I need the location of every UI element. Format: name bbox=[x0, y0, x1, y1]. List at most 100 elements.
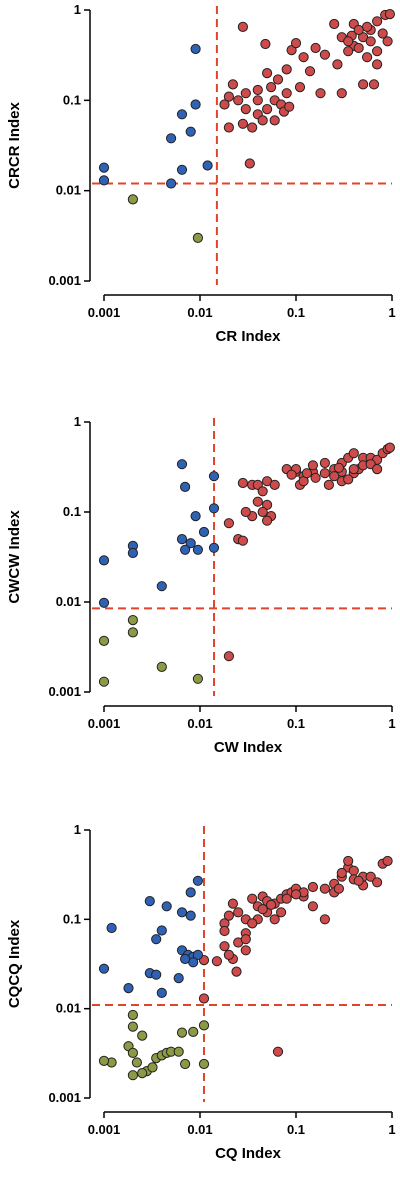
data-point bbox=[262, 515, 273, 526]
data-point bbox=[298, 52, 309, 63]
data-point bbox=[372, 877, 383, 888]
data-point bbox=[286, 469, 297, 480]
data-point bbox=[365, 36, 376, 47]
data-point bbox=[343, 46, 354, 57]
data-point bbox=[365, 871, 376, 882]
data-point bbox=[180, 544, 191, 555]
data-point bbox=[176, 907, 188, 918]
data-point bbox=[223, 651, 234, 662]
data-point bbox=[266, 82, 277, 93]
series-1 bbox=[223, 442, 395, 662]
data-point bbox=[343, 36, 354, 47]
data-point bbox=[329, 471, 340, 482]
data-point bbox=[237, 535, 248, 546]
data-point bbox=[127, 1047, 138, 1059]
data-point bbox=[208, 471, 220, 482]
data-point bbox=[372, 16, 383, 27]
data-point bbox=[156, 987, 167, 999]
data-point bbox=[240, 934, 251, 945]
series-3 bbox=[98, 615, 203, 687]
data-point bbox=[202, 160, 213, 171]
data-point bbox=[240, 506, 251, 518]
x-tick-label: 0.1 bbox=[287, 305, 305, 320]
data-point bbox=[266, 899, 277, 911]
data-point bbox=[237, 118, 248, 129]
data-point bbox=[257, 904, 268, 915]
data-point bbox=[180, 953, 191, 965]
data-point bbox=[208, 503, 220, 514]
data-point bbox=[269, 115, 280, 126]
data-point bbox=[244, 158, 255, 169]
x-tick-label: 0.001 bbox=[88, 305, 121, 320]
data-point bbox=[372, 46, 383, 57]
data-point bbox=[98, 635, 110, 647]
data-point bbox=[382, 855, 393, 867]
x-tick-label: 0.001 bbox=[88, 716, 121, 731]
x-tick-label: 0.01 bbox=[187, 1122, 212, 1137]
data-point bbox=[223, 518, 234, 529]
data-point bbox=[372, 464, 383, 475]
data-point bbox=[262, 104, 273, 115]
data-point bbox=[166, 178, 177, 189]
y-tick-label: 1 bbox=[74, 414, 81, 429]
data-point bbox=[233, 907, 244, 918]
data-point bbox=[198, 1058, 210, 1070]
data-point bbox=[353, 42, 364, 54]
data-point bbox=[173, 1046, 184, 1057]
data-point bbox=[353, 24, 364, 36]
data-point bbox=[290, 889, 302, 900]
data-point bbox=[219, 925, 230, 937]
data-point bbox=[301, 468, 312, 479]
data-point bbox=[272, 1046, 284, 1057]
data-point bbox=[131, 1057, 142, 1068]
x-axis-title: CQ Index bbox=[215, 1145, 282, 1162]
data-point bbox=[240, 104, 251, 115]
series-2 bbox=[98, 43, 213, 189]
y-tick-label: 0.1 bbox=[63, 911, 81, 926]
y-tick-label: 0.01 bbox=[56, 1001, 81, 1016]
y-tick-label: 0.1 bbox=[63, 504, 81, 519]
data-point bbox=[223, 910, 234, 921]
data-point bbox=[166, 133, 177, 144]
data-point bbox=[98, 162, 110, 173]
data-point bbox=[190, 510, 201, 522]
data-point bbox=[384, 442, 395, 453]
data-point bbox=[98, 175, 110, 186]
data-point bbox=[151, 934, 162, 945]
data-point bbox=[319, 468, 330, 479]
series-2 bbox=[98, 875, 203, 999]
data-point bbox=[348, 464, 359, 475]
x-tick-label: 1 bbox=[388, 716, 395, 731]
data-point bbox=[127, 194, 138, 205]
data-point bbox=[127, 615, 138, 626]
y-axis-title: CRCR Index bbox=[6, 102, 23, 189]
data-point bbox=[348, 865, 359, 876]
x-tick-label: 0.1 bbox=[287, 1122, 305, 1137]
data-point bbox=[219, 941, 230, 952]
y-tick-label: 0.001 bbox=[48, 1090, 81, 1105]
data-point bbox=[294, 82, 306, 93]
data-point bbox=[315, 88, 326, 99]
y-tick-label: 1 bbox=[74, 2, 81, 17]
chart-panel-1: 0.001 0.01 0.1 1 0.001 0.01 0.1 1 CR Index CRCR I… bbox=[6, 2, 396, 345]
x-tick-label: 1 bbox=[388, 1122, 395, 1137]
data-point bbox=[127, 1021, 138, 1032]
data-point bbox=[192, 673, 203, 684]
data-point bbox=[106, 922, 117, 934]
data-point bbox=[98, 963, 110, 974]
data-point bbox=[377, 28, 388, 39]
data-point bbox=[98, 1055, 110, 1067]
data-point bbox=[227, 898, 238, 909]
data-point bbox=[185, 910, 196, 921]
data-point bbox=[333, 462, 344, 473]
data-point bbox=[180, 1058, 191, 1070]
data-point bbox=[247, 918, 258, 929]
data-point bbox=[343, 474, 354, 485]
data-point bbox=[223, 91, 234, 102]
data-point bbox=[252, 84, 263, 96]
data-point bbox=[185, 887, 196, 898]
data-point bbox=[290, 38, 302, 49]
data-point bbox=[237, 477, 248, 489]
data-point bbox=[260, 38, 271, 50]
